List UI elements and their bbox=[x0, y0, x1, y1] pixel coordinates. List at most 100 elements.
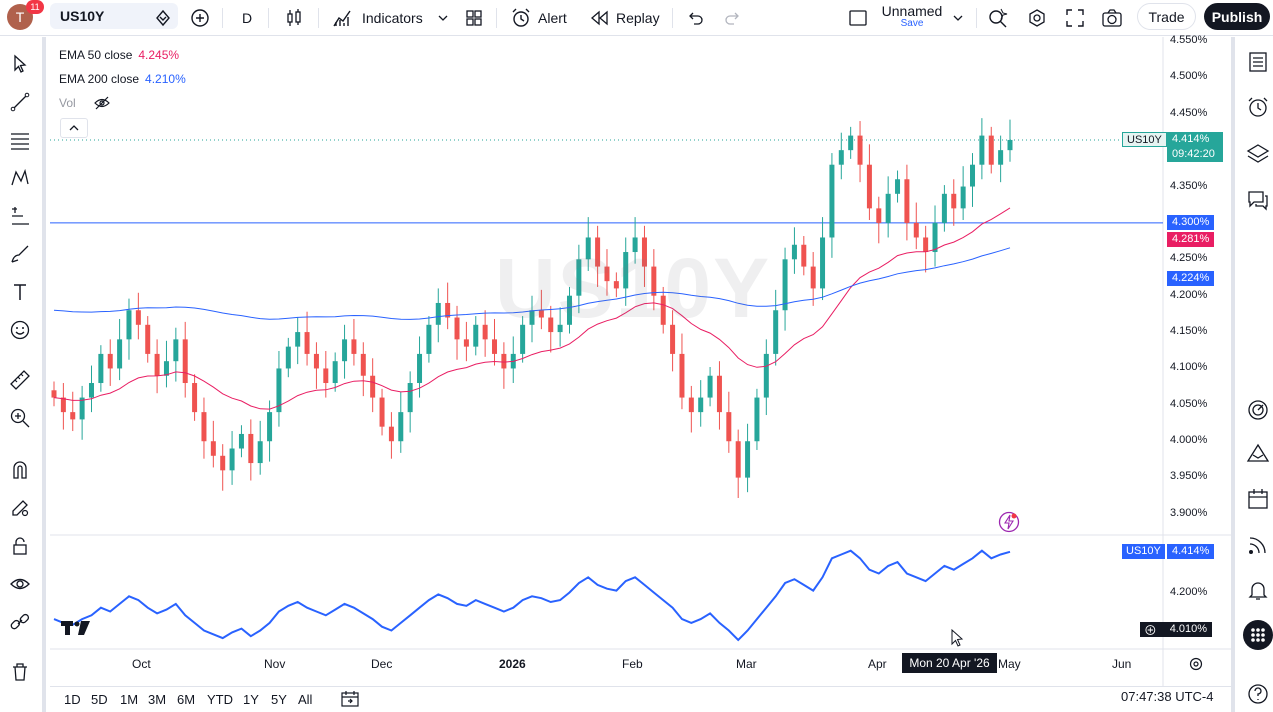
range-button-1d[interactable]: 1D bbox=[64, 692, 81, 707]
interval-button[interactable]: D bbox=[242, 10, 253, 26]
snapshot-camera-icon[interactable] bbox=[1101, 0, 1123, 36]
layout-chevron-icon[interactable] bbox=[953, 0, 963, 36]
layout-name[interactable]: Unnamed Save bbox=[881, 3, 943, 29]
eye-hidden-icon[interactable] bbox=[93, 96, 110, 110]
axis-settings-gear-icon[interactable] bbox=[1188, 656, 1204, 675]
time-tick-label: Dec bbox=[371, 657, 393, 671]
candle-body bbox=[417, 353, 423, 384]
price-tick-label: 4.450% bbox=[1170, 107, 1208, 119]
candle-body bbox=[716, 375, 722, 413]
candle-body bbox=[1007, 139, 1013, 151]
candle-body bbox=[735, 441, 741, 478]
candles-icon[interactable] bbox=[284, 0, 304, 36]
price-chart[interactable] bbox=[0, 0, 1231, 686]
replay-button[interactable]: Replay bbox=[590, 0, 660, 36]
brush-icon[interactable] bbox=[7, 241, 33, 267]
compare-icon[interactable] bbox=[154, 0, 172, 36]
candle-body bbox=[520, 324, 526, 354]
redo-icon[interactable] bbox=[724, 0, 742, 36]
bottom-range-bar: 1D 5D 1M 3M 6M YTD 1Y 5Y All bbox=[50, 686, 1231, 712]
candle-body bbox=[248, 433, 254, 464]
lock-icon[interactable] bbox=[7, 533, 33, 559]
emoji-icon[interactable] bbox=[7, 317, 33, 343]
candle-body bbox=[98, 353, 104, 384]
range-button-3m[interactable]: 3M bbox=[148, 692, 167, 707]
calendar-icon[interactable] bbox=[1243, 484, 1273, 514]
tradingview-logo[interactable] bbox=[60, 619, 94, 642]
time-tick-label: Feb bbox=[622, 657, 643, 671]
legend-volume[interactable]: Vol bbox=[59, 96, 110, 110]
candle-body bbox=[566, 295, 572, 325]
apps-grid-icon[interactable] bbox=[1243, 620, 1273, 650]
chat-icon[interactable] bbox=[1243, 185, 1273, 215]
quick-search-icon[interactable] bbox=[988, 0, 1008, 36]
candle-body bbox=[482, 324, 488, 340]
time-tick-label: Mar bbox=[736, 657, 757, 671]
legend-ema50[interactable]: EMA 50 close 4.245% bbox=[59, 48, 179, 62]
range-button-5y[interactable]: 5Y bbox=[271, 692, 287, 707]
add-symbol-icon[interactable] bbox=[190, 0, 210, 36]
trash-icon[interactable] bbox=[7, 659, 33, 685]
range-button-all[interactable]: All bbox=[298, 692, 313, 707]
layout-checkbox-icon[interactable] bbox=[848, 0, 868, 36]
legend-ema200[interactable]: EMA 200 close 4.210% bbox=[59, 72, 186, 86]
candle-body bbox=[445, 302, 451, 318]
candle-body bbox=[426, 324, 432, 354]
fib-lines-icon[interactable] bbox=[7, 127, 33, 153]
draw-mode-icon[interactable] bbox=[7, 495, 33, 521]
visibility-eye-icon[interactable] bbox=[7, 571, 33, 597]
candle-body bbox=[463, 339, 469, 347]
projection-icon[interactable] bbox=[7, 203, 33, 229]
settings-gear-icon[interactable] bbox=[1027, 0, 1047, 36]
target-icon[interactable] bbox=[1243, 395, 1273, 425]
candle-body bbox=[660, 295, 666, 325]
layers-icon[interactable] bbox=[1243, 139, 1273, 169]
undo-icon[interactable] bbox=[686, 0, 704, 36]
price-tick-label: 4.200% bbox=[1170, 289, 1208, 301]
cursor-icon[interactable] bbox=[7, 51, 33, 77]
range-button-5d[interactable]: 5D bbox=[91, 692, 108, 707]
notifications-bell-icon[interactable] bbox=[1243, 575, 1273, 605]
trade-button[interactable]: Trade bbox=[1137, 3, 1196, 30]
signal-stream-icon[interactable] bbox=[1243, 530, 1273, 560]
ema50-line bbox=[53, 207, 1011, 410]
candle-body bbox=[79, 397, 85, 420]
alert-button[interactable]: Alert bbox=[510, 0, 567, 36]
candle-body bbox=[332, 361, 338, 384]
time-tick-label: Nov bbox=[264, 657, 286, 671]
zoom-in-icon[interactable] bbox=[7, 405, 33, 431]
range-button-6m[interactable]: 6M bbox=[177, 692, 196, 707]
pattern-icon[interactable] bbox=[7, 165, 33, 191]
vol-label: Vol bbox=[59, 96, 76, 110]
candle-body bbox=[838, 150, 844, 165]
range-button-ytd[interactable]: YTD bbox=[207, 692, 233, 707]
publish-button[interactable]: Publish bbox=[1204, 3, 1270, 30]
layouts-grid-icon[interactable] bbox=[464, 0, 484, 36]
chevron-up-icon bbox=[69, 125, 79, 131]
link-icon[interactable] bbox=[7, 609, 33, 635]
date-range-calendar-icon[interactable] bbox=[340, 690, 360, 712]
indicators-chevron-icon[interactable] bbox=[438, 0, 448, 36]
lightning-events-icon[interactable] bbox=[998, 511, 1020, 538]
candle-body bbox=[960, 186, 966, 209]
legend-collapse-button[interactable] bbox=[60, 118, 88, 138]
fullscreen-icon[interactable] bbox=[1065, 0, 1085, 36]
range-button-1m[interactable]: 1M bbox=[120, 692, 139, 707]
text-tool-icon[interactable] bbox=[7, 279, 33, 305]
trendline-icon[interactable] bbox=[7, 89, 33, 115]
candle-body bbox=[670, 324, 676, 354]
candle-body bbox=[126, 310, 132, 340]
range-button-1y[interactable]: 1Y bbox=[243, 692, 259, 707]
help-icon[interactable] bbox=[1243, 679, 1273, 709]
ideas-icon[interactable] bbox=[1243, 439, 1273, 469]
watchlist-icon[interactable] bbox=[1243, 47, 1273, 77]
ruler-icon[interactable] bbox=[7, 367, 33, 393]
magnet-icon[interactable] bbox=[7, 457, 33, 483]
clock-timezone[interactable]: 07:47:38 UTC-4 bbox=[1121, 689, 1214, 704]
symbol-search[interactable]: US10Y bbox=[50, 3, 178, 29]
indicators-button[interactable]: Indicators bbox=[332, 0, 423, 36]
candle-body bbox=[182, 339, 188, 384]
alerts-clock-icon[interactable] bbox=[1243, 92, 1273, 122]
plus-circle-icon[interactable] bbox=[1145, 624, 1156, 636]
candle-body bbox=[388, 426, 394, 442]
